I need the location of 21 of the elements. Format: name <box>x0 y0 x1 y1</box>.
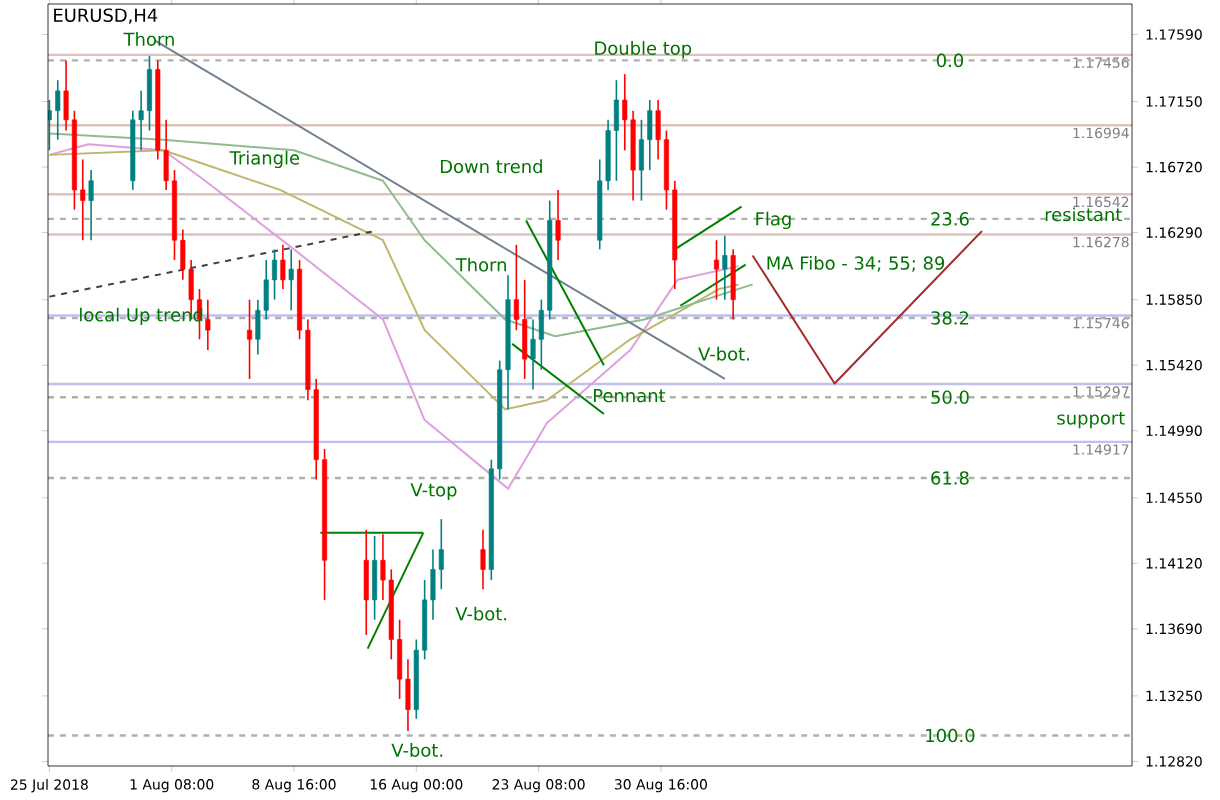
annotation: V-top <box>410 483 457 501</box>
annotation: Pennant <box>594 389 666 403</box>
annotation: Flag <box>756 211 791 230</box>
annotation: 50.0 <box>931 390 969 404</box>
annotation: 0.0 <box>936 53 964 68</box>
annotation: MA Fibo - 34; 55; 89 <box>767 255 945 272</box>
annotation: support <box>1057 411 1125 429</box>
annotation: 23.6 <box>931 212 969 226</box>
annotation: V-bot. <box>455 606 507 621</box>
annotation: Thorn <box>455 257 506 272</box>
annotation: V-bot. <box>698 346 749 361</box>
annotation: Thorn <box>123 32 174 46</box>
chart-title: EURUSD,H4 <box>54 8 158 24</box>
annotation: 100.0 <box>926 728 975 743</box>
annotation: Triangle <box>229 150 300 169</box>
annotation: V-bot. <box>391 743 443 757</box>
annotation: Double top <box>595 41 692 59</box>
annotation: 61.8 <box>931 471 969 485</box>
annotation: Down trend <box>440 159 542 174</box>
annotation: 38.2 <box>931 311 969 325</box>
annotation: resistant <box>1045 207 1122 222</box>
